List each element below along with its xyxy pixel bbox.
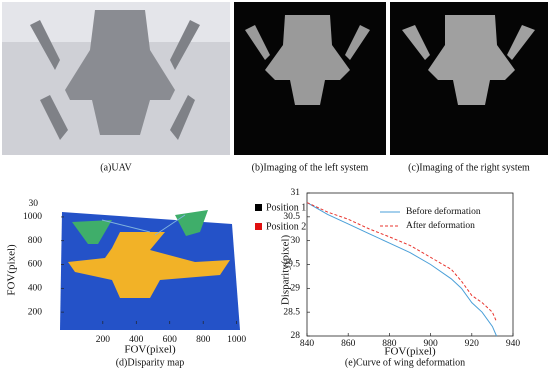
x-tick-label: 940 bbox=[506, 339, 521, 349]
y-tick-label: 29.5 bbox=[283, 260, 300, 270]
y-tick-label: 30 bbox=[291, 236, 301, 246]
y-tick-label: 29 bbox=[291, 284, 301, 294]
x-tick-label: 400 bbox=[129, 335, 144, 345]
legend-label: Position 1 bbox=[266, 202, 306, 213]
y-tick-label: 28 bbox=[291, 331, 301, 341]
x-tick-label: 800 bbox=[196, 335, 211, 345]
disparity-surface bbox=[60, 210, 240, 330]
legend-label: After deformation bbox=[406, 220, 475, 231]
x-axis-label: FOV(pixel) bbox=[124, 344, 176, 356]
x-axis-label: FOV(pixel) bbox=[384, 346, 436, 358]
x-tick-label: 860 bbox=[341, 339, 356, 349]
y-axis-label: Disparity(pixel) bbox=[280, 235, 292, 306]
x-tick-label: 900 bbox=[423, 339, 438, 349]
x-tick-label: 200 bbox=[96, 335, 111, 345]
data-line bbox=[306, 202, 497, 337]
y-tick-label: 1000 bbox=[23, 212, 42, 222]
x-tick-label: 840 bbox=[300, 339, 315, 349]
legend-swatch bbox=[255, 223, 262, 230]
x-tick-label: 880 bbox=[382, 339, 397, 349]
z-tick-label: 30 bbox=[29, 199, 39, 209]
y-tick-label: 200 bbox=[28, 307, 43, 317]
y-tick-label: 400 bbox=[28, 284, 43, 294]
data-line bbox=[306, 202, 497, 322]
caption: (a)UAV bbox=[100, 162, 132, 173]
x-tick-label: 920 bbox=[465, 339, 480, 349]
legend-swatch bbox=[255, 204, 262, 211]
y-tick-label: 28.5 bbox=[283, 307, 300, 317]
uav-photo bbox=[2, 2, 230, 155]
legend-label: Before deformation bbox=[406, 206, 481, 217]
x-tick-label: 1000 bbox=[227, 335, 246, 345]
right-image bbox=[390, 2, 548, 155]
caption: (b)Imaging of the left system bbox=[252, 162, 369, 173]
y-tick-label: 31 bbox=[291, 188, 301, 198]
caption: (d)Disparity map bbox=[116, 357, 185, 368]
x-tick-label: 600 bbox=[163, 335, 178, 345]
y-tick-label: 800 bbox=[28, 236, 43, 246]
plot-frame bbox=[306, 192, 514, 337]
caption: (c)Imaging of the right system bbox=[408, 162, 530, 173]
y-axis-label: FOV(pixel) bbox=[6, 244, 18, 296]
caption: (e)Curve of wing deformation bbox=[345, 357, 465, 368]
y-tick-label: 600 bbox=[28, 260, 43, 270]
legend-label: Position 2 bbox=[266, 221, 306, 232]
y-tick-label: 30.5 bbox=[283, 212, 300, 222]
left-image bbox=[234, 2, 386, 155]
